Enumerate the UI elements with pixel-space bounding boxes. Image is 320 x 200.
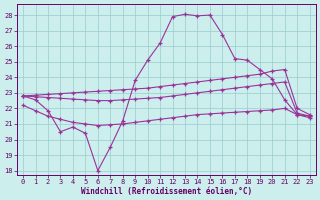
X-axis label: Windchill (Refroidissement éolien,°C): Windchill (Refroidissement éolien,°C)	[81, 187, 252, 196]
